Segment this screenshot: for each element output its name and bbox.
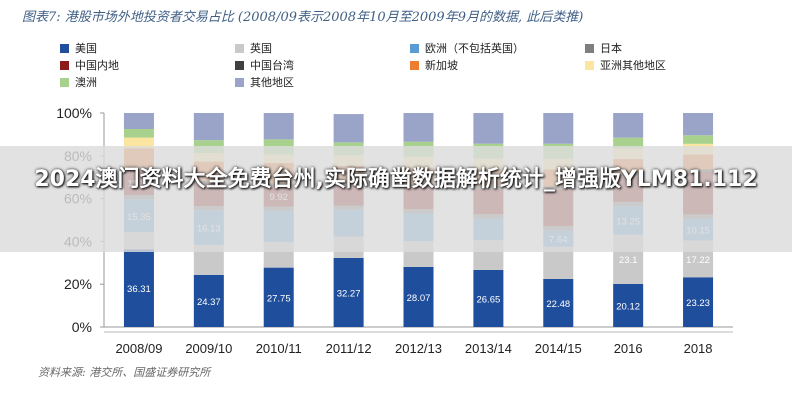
bar-segment <box>543 113 574 144</box>
bar-segment <box>193 113 224 141</box>
bar-segment <box>403 113 434 142</box>
y-tick-label: 20% <box>64 276 92 292</box>
legend-item: 中国内地 <box>60 57 119 73</box>
bar-segment <box>473 113 504 144</box>
legend-label: 新加坡 <box>425 59 458 72</box>
bar-segment <box>403 266 434 327</box>
legend-item: 欧洲（不包括英国） <box>410 40 524 56</box>
bar-segment <box>683 135 714 144</box>
bar-segment <box>543 278 574 327</box>
y-tick-label: 0% <box>72 319 92 335</box>
bar-segment <box>123 137 154 149</box>
bar-value-label: 23.1 <box>619 255 638 266</box>
x-tick-label: 2018 <box>684 341 713 356</box>
x-tick-label: 2010/11 <box>256 341 302 356</box>
legend-label: 美国 <box>75 42 97 55</box>
legend-label: 亚洲其他地区 <box>600 59 666 72</box>
bar-segment <box>333 257 364 327</box>
x-tick-label: 2013/14 <box>465 341 512 356</box>
legend-item: 美国 <box>60 40 97 56</box>
legend-swatch <box>410 60 419 70</box>
bar-segment <box>683 277 714 327</box>
bar-segment <box>613 137 644 149</box>
bar-value-label: 28.07 <box>407 293 431 304</box>
watermark-text: 2024澳门资料大全免费台州,实际确凿数据解析统计_增强版YLM81.112 <box>34 167 758 192</box>
bar-value-label: 22.48 <box>546 299 570 310</box>
legend-item: 其他地区 <box>235 74 294 90</box>
bar-segment <box>473 269 504 327</box>
legend-swatch <box>60 77 69 87</box>
legend-item: 亚洲其他地区 <box>585 57 666 73</box>
bar-value-label: 26.65 <box>476 294 500 305</box>
watermark-banner: 2024澳门资料大全免费台州,实际确凿数据解析统计_增强版YLM81.112 <box>0 146 792 252</box>
bar-segment <box>123 249 154 327</box>
bar-segment <box>123 129 154 138</box>
legend-swatch <box>235 60 244 70</box>
bar-segment <box>123 113 154 130</box>
bar-segment <box>613 283 644 327</box>
legend-swatch <box>585 60 594 70</box>
legend-label: 英国 <box>250 42 272 55</box>
legend-swatch <box>60 43 69 53</box>
legend-label: 日本 <box>600 42 622 55</box>
legend-item: 澳洲 <box>60 74 97 90</box>
chart-source: 资料来源: 港交所、国盛证券研究所 <box>38 366 211 379</box>
legend-label: 澳洲 <box>75 76 97 89</box>
legend-item: 中国台湾 <box>235 57 294 73</box>
bar-segment <box>613 113 644 138</box>
legend-swatch <box>235 43 244 53</box>
legend-label: 欧洲（不包括英国） <box>425 42 524 55</box>
x-tick-label: 2009/10 <box>185 341 232 356</box>
legend-item: 日本 <box>585 40 622 56</box>
bar-segment <box>263 267 294 327</box>
bar-value-label: 20.12 <box>616 301 640 312</box>
x-tick-label: 2008/09 <box>115 341 162 356</box>
legend-label: 中国内地 <box>75 59 119 72</box>
bar-value-label: 23.23 <box>686 298 710 309</box>
bar-segment <box>263 113 294 140</box>
bar-value-label: 17.22 <box>686 255 710 266</box>
legend-swatch <box>60 60 69 70</box>
legend-swatch <box>235 77 244 87</box>
legend-label: 中国台湾 <box>250 59 294 72</box>
bar-segment <box>543 246 574 279</box>
bar-value-label: 36.31 <box>127 284 151 295</box>
legend-label: 其他地区 <box>250 76 294 89</box>
legend-swatch <box>410 43 419 53</box>
chart-title: 图表7: 港股市场外地投资者交易占比 (2008/09表示2008年10月至20… <box>22 10 584 25</box>
x-tick-label: 2012/13 <box>395 341 442 356</box>
legend-swatch <box>585 43 594 53</box>
x-tick-label: 2011/12 <box>326 341 372 356</box>
y-tick-label: 100% <box>56 105 92 121</box>
bar-value-label: 32.27 <box>337 288 361 299</box>
bar-value-label: 24.37 <box>197 297 221 308</box>
bar-segment <box>333 114 364 143</box>
bar-segment <box>193 274 224 327</box>
x-tick-label: 2014/15 <box>535 341 582 356</box>
x-tick-label: 2016 <box>614 341 643 356</box>
bar-value-label: 27.75 <box>267 293 291 304</box>
bar-segment <box>683 113 714 136</box>
legend-item: 英国 <box>235 40 272 56</box>
legend-item: 新加坡 <box>410 57 458 73</box>
